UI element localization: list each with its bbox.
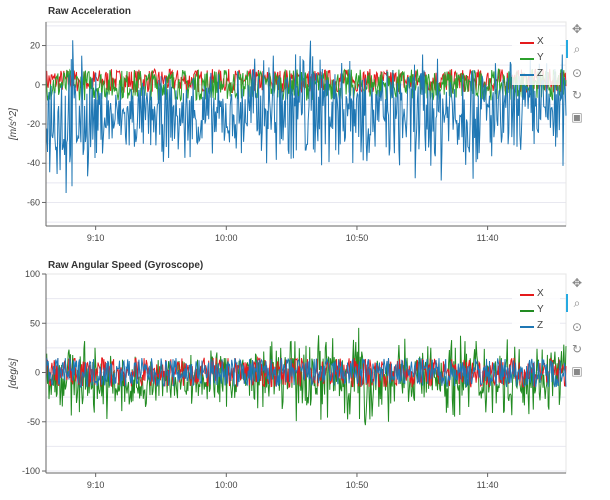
y-tick-label: 0 — [35, 368, 40, 378]
reset-icon[interactable]: ↻ — [571, 88, 583, 102]
x-tick-label: 11:40 — [477, 233, 499, 243]
series-line-z — [45, 357, 567, 389]
gyro-chart[interactable]: -100 -50 0 50 100 9:10 10:00 10:50 11:40 [deg/s] — [0, 254, 610, 500]
accel-legend: X Y Z — [512, 33, 560, 85]
x-tick-label: 9:10 — [87, 480, 105, 490]
legend-item-z[interactable]: Z — [512, 67, 560, 83]
x-tick-label: 10:00 — [215, 233, 238, 243]
y-tick-label: -40 — [27, 158, 40, 168]
save-icon[interactable]: ▣ — [571, 110, 583, 124]
y-tick-label: 0 — [35, 80, 40, 90]
y-tick-label: -50 — [27, 417, 40, 427]
y-tick-label: -60 — [27, 197, 40, 207]
y-tick-label: -100 — [22, 466, 40, 476]
y-tick-label: -20 — [27, 119, 40, 129]
accel-panel: Raw Acceleration -60 -40 -20 0 20 9:10 10:00 10… — [0, 0, 610, 250]
box-zoom-icon[interactable]: ⌕ — [566, 294, 586, 312]
x-tick-label: 10:00 — [215, 480, 238, 490]
legend-label: Y — [537, 304, 544, 315]
pan-icon[interactable]: ✥ — [571, 276, 583, 290]
legend-label: X — [537, 288, 544, 299]
x-tick-label: 10:50 — [346, 480, 369, 490]
y-tick-label: 20 — [30, 41, 40, 51]
x-tick-label: 9:10 — [87, 233, 105, 243]
series-line-z — [45, 40, 567, 194]
legend-item-z[interactable]: Z — [512, 319, 560, 335]
reset-icon[interactable]: ↻ — [571, 342, 583, 356]
wheel-zoom-icon[interactable]: ⊙ — [571, 320, 583, 334]
x-tick-label: 10:50 — [346, 233, 369, 243]
series-line-y — [45, 327, 567, 426]
accel-title: Raw Acceleration — [48, 6, 131, 17]
x-tick-label: 11:40 — [477, 480, 499, 490]
legend-label: Y — [537, 52, 544, 63]
y-axis-label: [deg/s] — [8, 358, 19, 389]
wheel-zoom-icon[interactable]: ⊙ — [571, 66, 583, 80]
y-tick-label: 50 — [30, 318, 40, 328]
gyro-legend: X Y Z — [512, 285, 560, 337]
accel-chart[interactable]: -60 -40 -20 0 20 9:10 10:00 10:50 11:40 [m/s^2] — [0, 0, 610, 250]
pan-icon[interactable]: ✥ — [571, 22, 583, 36]
gyro-panel: Raw Angular Speed (Gyroscope) -100 -50 0 50… — [0, 254, 610, 500]
y-axis-label: [m/s^2] — [8, 108, 19, 141]
legend-label: Z — [537, 320, 544, 331]
legend-item-x[interactable]: X — [512, 287, 560, 303]
y-tick-label: 100 — [25, 269, 40, 279]
box-zoom-icon[interactable]: ⌕ — [566, 40, 586, 58]
legend-label: X — [537, 36, 544, 47]
legend-label: Z — [537, 68, 544, 79]
legend-item-x[interactable]: X — [512, 35, 560, 51]
gyro-title: Raw Angular Speed (Gyroscope) — [48, 260, 204, 271]
save-icon[interactable]: ▣ — [571, 364, 583, 378]
legend-item-y[interactable]: Y — [512, 51, 560, 67]
legend-item-y[interactable]: Y — [512, 303, 560, 319]
